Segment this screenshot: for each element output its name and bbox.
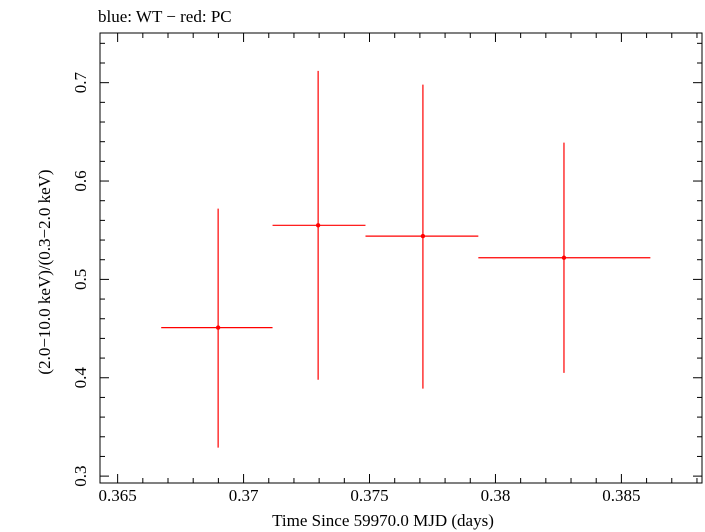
data-series <box>161 70 651 448</box>
y-tick-label: 0.6 <box>71 170 90 191</box>
y-tick-label: 0.3 <box>71 465 90 486</box>
x-tick-label: 0.37 <box>229 486 259 505</box>
data-point <box>365 84 479 389</box>
data-marker <box>561 255 567 260</box>
data-marker <box>420 233 426 239</box>
x-tick-label: 0.375 <box>350 486 388 505</box>
x-tick-label: 0.365 <box>99 486 137 505</box>
y-tick-label: 0.7 <box>71 72 90 94</box>
data-point <box>272 70 366 380</box>
y-axis-ticks: 0.3 0.4 0.5 0.6 0.7 <box>71 42 702 487</box>
chart-title: blue: WT − red: PC <box>98 7 232 26</box>
y-tick-label: 0.4 <box>71 367 90 389</box>
x-axis-label: Time Since 59970.0 MJD (days) <box>272 511 494 530</box>
x-axis-ticks: 0.365 0.37 0.375 0.38 0.385 <box>99 33 698 505</box>
data-marker <box>315 223 321 228</box>
y-tick-label: 0.5 <box>71 269 90 290</box>
y-axis-label: (2.0−10.0 keV)/(0.3−2.0 keV) <box>35 169 54 374</box>
x-tick-label: 0.38 <box>481 486 511 505</box>
plot-frame <box>99 32 703 484</box>
x-tick-label: 0.385 <box>602 486 640 505</box>
data-marker <box>215 325 221 330</box>
data-point <box>478 142 651 373</box>
data-point <box>161 208 273 448</box>
